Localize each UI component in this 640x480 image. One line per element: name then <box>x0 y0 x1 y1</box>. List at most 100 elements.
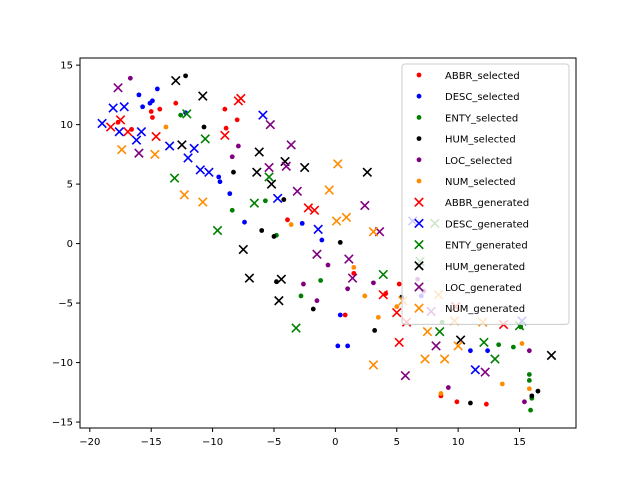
point-HUM_selected-11 <box>468 400 473 406</box>
point-DESC_selected-16 <box>468 348 473 354</box>
point-DESC_generated-3 <box>119 102 129 112</box>
point-ABBR_generated-0 <box>105 122 116 132</box>
point-HUM_generated-1 <box>177 140 187 150</box>
point-ENTY_generated-5 <box>264 172 274 182</box>
point-HUM_generated-6 <box>254 147 265 157</box>
point-NUM_selected-9 <box>526 386 532 392</box>
point-NUM_generated-11 <box>420 354 430 364</box>
point-LOC_selected-1 <box>229 154 235 160</box>
legend-label-ENTY_generated: ENTY_generated <box>445 241 528 252</box>
point-DESC_generated-5 <box>136 126 147 137</box>
point-ENTY_generated-1 <box>182 109 192 119</box>
legend-label-NUM_selected: NUM_selected <box>445 177 516 188</box>
point-ENTY_generated-0 <box>169 173 180 183</box>
point-DESC_generated-8 <box>189 143 199 154</box>
point-ENTY_selected-8 <box>510 344 516 350</box>
point-DESC_selected-6 <box>216 174 222 180</box>
point-DESC_generated-4 <box>131 135 142 145</box>
point-ABBR_generated-8 <box>309 205 320 216</box>
point-HUM_selected-1 <box>201 124 207 130</box>
x-tick-label-0: 0 <box>332 437 338 448</box>
point-HUM_selected-12 <box>535 388 541 394</box>
point-DESC_generated-0 <box>97 118 107 129</box>
point-HUM_selected-7 <box>310 306 316 312</box>
point-ENTY_selected-2 <box>262 198 268 204</box>
x-tick-label-5: 5 <box>394 437 400 448</box>
point-LOC_selected-11 <box>522 399 527 405</box>
point-ENTY_selected-0 <box>178 112 184 118</box>
point-ABBR_selected-10 <box>342 312 348 318</box>
point-DESC_selected-14 <box>345 343 351 349</box>
point-LOC_generated-15 <box>480 367 490 377</box>
point-HUM_generated-12 <box>362 167 373 177</box>
point-ABBR_selected-6 <box>222 106 228 112</box>
point-HUM_selected-2 <box>231 169 236 175</box>
point-LOC_selected-2 <box>235 143 241 149</box>
point-LOC_selected-3 <box>301 281 306 287</box>
point-DESC_selected-1 <box>140 104 146 110</box>
point-LOC_generated-9 <box>347 273 358 283</box>
point-NUM_selected-2 <box>351 264 357 270</box>
point-HUM_generated-0 <box>170 75 181 86</box>
point-ABBR_selected-8 <box>234 117 240 123</box>
point-DESC_selected-4 <box>154 86 160 92</box>
point-LOC_generated-12 <box>400 370 411 381</box>
point-NUM_generated-4 <box>324 185 334 195</box>
point-DESC_generated-11 <box>258 110 268 120</box>
point-NUM_generated-6 <box>333 159 343 169</box>
y-tick-label--5: −5 <box>58 299 73 310</box>
point-ENTY_generated-7 <box>378 269 389 280</box>
point-ENTY_generated-3 <box>212 225 223 236</box>
legend-marker-NUM_selected <box>416 178 422 184</box>
legend-marker-LOC_generated <box>414 282 424 292</box>
point-NUM_selected-8 <box>519 341 525 346</box>
point-DESC_selected-9 <box>242 219 247 225</box>
point-NUM_selected-5 <box>394 304 400 310</box>
y-tick-label-0: 0 <box>67 239 73 250</box>
point-ENTY_generated-11 <box>479 337 489 348</box>
point-LOC_selected-5 <box>325 262 331 268</box>
y-tick-label-15: 15 <box>60 61 73 72</box>
x-tick-label--20: −20 <box>79 437 100 448</box>
point-ABBR_selected-12 <box>383 291 389 296</box>
point-LOC_selected-10 <box>445 385 451 390</box>
point-ABBR_generated-4 <box>220 130 230 141</box>
point-ENTY_selected-13 <box>528 407 533 413</box>
point-ENTY_selected-10 <box>526 372 532 377</box>
point-ENTY_selected-11 <box>526 378 532 383</box>
point-ENTY_selected-7 <box>496 342 502 348</box>
point-HUM_generated-13 <box>455 335 466 345</box>
legend-label-ABBR_generated: ABBR_generated <box>445 198 529 209</box>
point-NUM_generated-0 <box>116 144 127 155</box>
point-DESC_generated-13 <box>313 224 323 235</box>
point-LOC_generated-3 <box>264 162 274 173</box>
point-ABBR_selected-2 <box>148 109 154 114</box>
x-axis: −20 −15 −10 −5 0 5 10 15 <box>79 428 526 448</box>
legend-marker-NUM_generated <box>414 303 424 313</box>
legend-label-HUM_generated: HUM_generated <box>445 262 525 273</box>
point-HUM_generated-8 <box>276 274 287 285</box>
x-tick-label--5: −5 <box>267 437 282 448</box>
point-DESC_selected-3 <box>150 98 155 104</box>
point-LOC_generated-14 <box>431 341 441 351</box>
point-ENTY_selected-4 <box>298 293 304 299</box>
y-axis: −15 −10 −5 0 5 10 15 <box>52 61 80 429</box>
point-LOC_selected-4 <box>314 298 320 304</box>
point-ENTY_selected-1 <box>229 207 235 213</box>
point-NUM_generated-7 <box>341 212 352 223</box>
point-HUM_selected-9 <box>372 328 378 333</box>
point-DESC_generated-10 <box>204 167 214 177</box>
legend-marker-DESC_generated <box>414 218 424 229</box>
x-tick-label-15: 15 <box>513 437 526 448</box>
point-LOC_generated-1 <box>134 148 144 158</box>
legend-label-DESC_selected: DESC_selected <box>445 92 520 103</box>
legend-marker-ENTY_generated <box>414 239 424 250</box>
point-DESC_selected-8 <box>227 191 233 197</box>
point-ENTY_generated-6 <box>291 323 301 333</box>
point-ABBR_generated-7 <box>303 203 314 213</box>
point-NUM_selected-3 <box>362 293 368 299</box>
point-DESC_generated-15 <box>470 364 481 375</box>
y-tick-label--10: −10 <box>52 358 73 369</box>
legend-marker-ABBR_selected <box>416 72 422 78</box>
y-tick-label-10: 10 <box>60 120 73 131</box>
